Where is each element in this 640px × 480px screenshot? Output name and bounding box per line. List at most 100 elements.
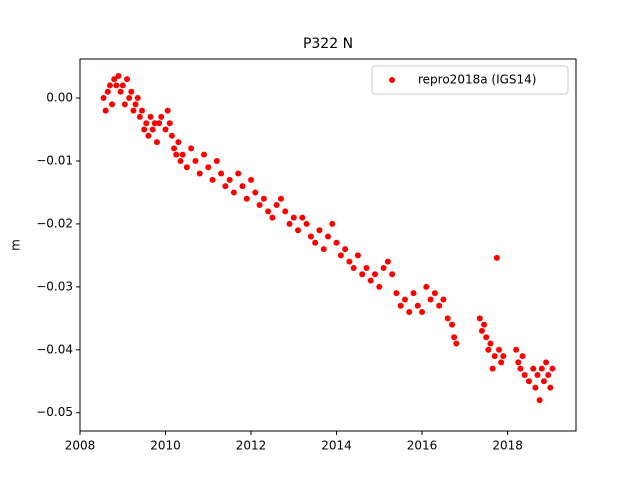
point <box>410 290 417 297</box>
point <box>481 321 488 328</box>
point <box>540 378 547 385</box>
point <box>312 239 319 246</box>
point <box>333 239 340 246</box>
point <box>532 384 539 391</box>
point <box>156 120 163 127</box>
point <box>534 371 541 378</box>
point <box>260 195 267 202</box>
point <box>136 113 143 120</box>
x-tick-label: 2018 <box>492 439 523 453</box>
point <box>491 353 498 360</box>
point <box>384 258 391 265</box>
point <box>476 315 483 322</box>
point <box>102 107 109 114</box>
point <box>525 378 532 385</box>
point <box>192 157 199 164</box>
point <box>519 353 526 360</box>
point <box>389 271 396 278</box>
x-tick-label: 2008 <box>65 439 96 453</box>
point <box>549 365 556 372</box>
point <box>393 290 400 297</box>
point <box>158 113 165 120</box>
point <box>239 183 246 190</box>
point <box>367 277 374 284</box>
point <box>124 76 131 83</box>
point <box>209 176 216 183</box>
point <box>269 214 276 221</box>
point <box>431 290 438 297</box>
point <box>115 72 122 79</box>
point <box>451 334 458 341</box>
y-tick-label: −0.02 <box>36 216 73 230</box>
point <box>196 170 203 177</box>
point <box>132 101 139 108</box>
point <box>168 132 175 139</box>
point <box>444 315 451 322</box>
point <box>517 365 524 372</box>
point <box>419 309 426 316</box>
point <box>295 227 302 234</box>
point <box>235 170 242 177</box>
point <box>256 202 263 209</box>
point <box>117 88 124 95</box>
point <box>273 202 280 209</box>
point <box>376 283 383 290</box>
legend-box <box>371 65 569 95</box>
point <box>536 397 543 404</box>
point <box>173 151 180 158</box>
point <box>265 208 272 215</box>
point <box>498 359 505 366</box>
point <box>316 227 323 234</box>
legend-label: repro2018a (IGS14) <box>418 73 536 87</box>
point <box>427 296 434 303</box>
point <box>290 214 297 221</box>
point <box>179 151 186 158</box>
point <box>147 113 154 120</box>
point <box>106 82 113 89</box>
point <box>436 302 443 309</box>
point <box>151 120 158 127</box>
y-tick-label: 0.00 <box>46 91 73 105</box>
point <box>299 214 306 221</box>
point <box>252 189 259 196</box>
point <box>485 346 492 353</box>
point <box>493 254 500 261</box>
point <box>121 101 128 108</box>
point <box>111 76 118 83</box>
point <box>109 101 116 108</box>
point <box>320 246 327 253</box>
point <box>515 359 522 366</box>
point <box>414 302 421 309</box>
point <box>363 264 370 271</box>
point <box>230 189 237 196</box>
point <box>100 95 107 102</box>
point <box>483 334 490 341</box>
point <box>440 296 447 303</box>
point <box>277 195 284 202</box>
point <box>205 164 212 171</box>
point <box>453 340 460 347</box>
point <box>406 309 413 316</box>
point <box>282 208 289 215</box>
x-tick-label: 2014 <box>321 439 352 453</box>
point <box>538 365 545 372</box>
point <box>423 283 430 290</box>
point <box>342 246 349 253</box>
point <box>307 233 314 240</box>
point <box>113 82 120 89</box>
point <box>449 321 455 328</box>
point <box>248 176 255 183</box>
chart-title: P322 N <box>303 36 353 52</box>
point <box>543 359 550 366</box>
point <box>337 252 344 259</box>
plot-frame <box>79 58 577 432</box>
x-tick-label: 2016 <box>407 439 438 453</box>
point <box>134 95 141 102</box>
point <box>213 157 220 164</box>
point <box>201 151 207 158</box>
point <box>166 120 173 127</box>
point <box>171 145 178 152</box>
point <box>126 95 133 102</box>
point <box>141 126 148 133</box>
point <box>119 82 126 89</box>
